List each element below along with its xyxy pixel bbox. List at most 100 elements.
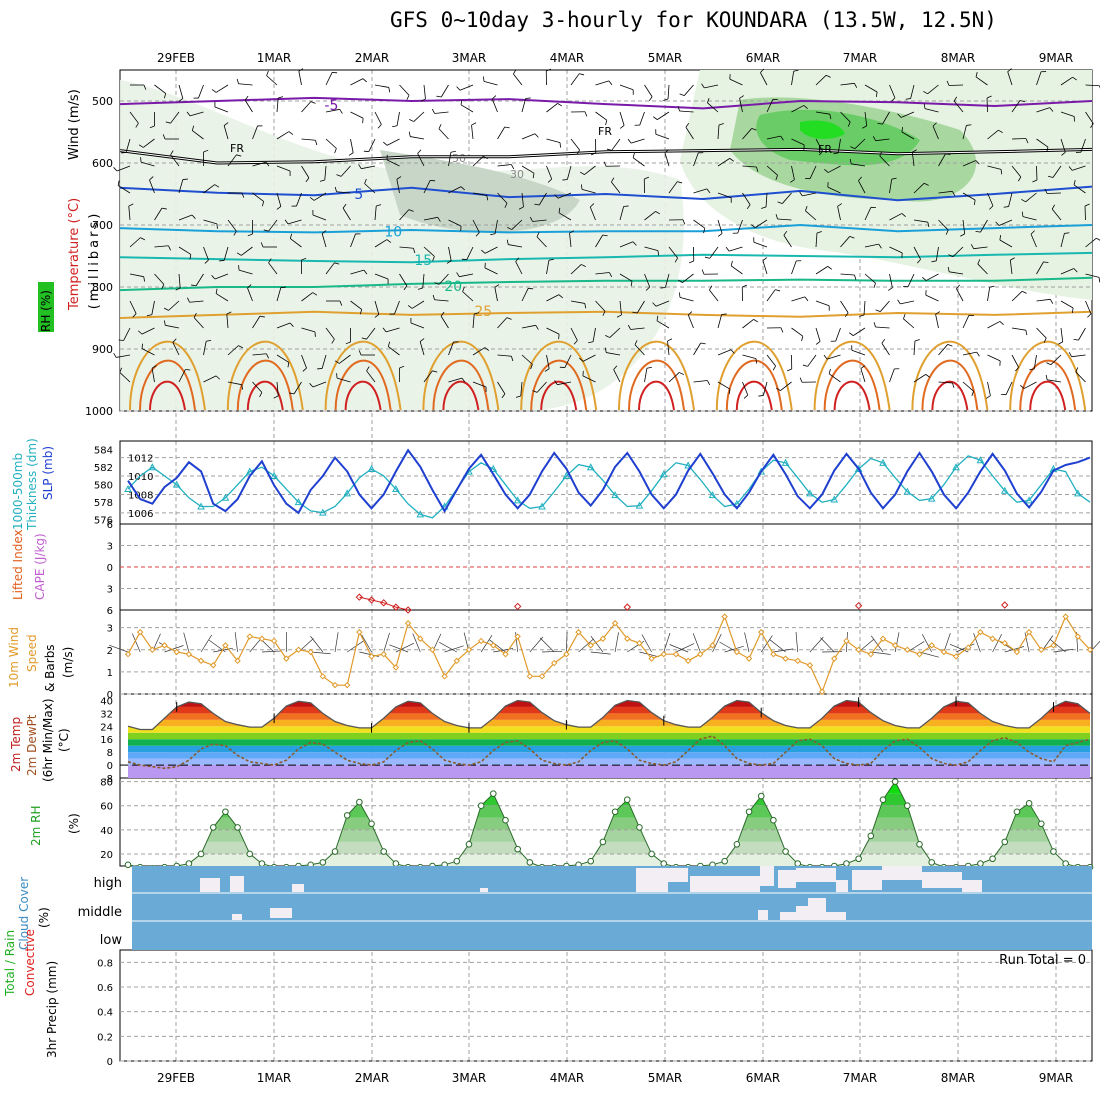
wind-barb xyxy=(1005,381,1013,395)
wind-barb-flag xyxy=(772,365,776,371)
wind-barb xyxy=(1022,216,1037,221)
wind-barb xyxy=(962,351,977,356)
wind-barb xyxy=(276,165,291,172)
wind-barb-flag xyxy=(881,338,886,344)
wind-barb-flag xyxy=(399,365,405,369)
wind-barb-flag xyxy=(605,120,608,126)
wind-barb-flag xyxy=(927,222,930,228)
wind-barb-flag xyxy=(215,288,218,294)
side-label-minmax: (6hr Min/Max) xyxy=(41,699,55,783)
wind-barb xyxy=(717,349,732,356)
wind-barb xyxy=(350,111,364,119)
wind-barb xyxy=(644,84,653,97)
wind-barb-flag xyxy=(494,284,500,288)
wind-barb xyxy=(1075,371,1086,383)
rh-marker xyxy=(1050,848,1057,855)
wind-barb xyxy=(889,273,893,288)
temperature-band xyxy=(128,706,1090,714)
cloud-level-label: high xyxy=(94,876,122,891)
wind-barb xyxy=(399,209,410,221)
wind-barb xyxy=(693,188,708,194)
wind-barb xyxy=(440,315,449,329)
wind-barb xyxy=(466,246,474,260)
wind-barb xyxy=(682,273,694,283)
wind-barb-flag xyxy=(729,158,735,162)
wind-barb-flag xyxy=(632,311,638,314)
wind-barb xyxy=(815,300,830,307)
wind-barb-flag xyxy=(602,311,606,316)
rh-marker xyxy=(587,857,595,865)
wind-barb-flag xyxy=(172,338,177,343)
wind-barb xyxy=(460,104,474,113)
wind-barb xyxy=(613,369,621,383)
wind-barb xyxy=(619,300,622,315)
wind-barb xyxy=(117,185,131,194)
side-label-rh-units: (%) xyxy=(67,813,81,834)
wind-barb xyxy=(742,165,757,168)
temperature-tick-label: 8 xyxy=(107,748,113,759)
wind-barb xyxy=(438,128,449,140)
wind-barb xyxy=(717,219,723,234)
wind-barb xyxy=(417,153,425,167)
wind-barb-flag xyxy=(756,166,759,172)
top-date-label: 29FEB xyxy=(157,51,195,65)
wind-barb-flag xyxy=(382,327,387,333)
wind-barb-flag xyxy=(1061,152,1066,156)
wind-barb-flag xyxy=(762,257,768,261)
wind-barb xyxy=(536,381,547,393)
side-label-precip: 3hr Precip (mm) xyxy=(45,961,59,1058)
wind-barb-flag xyxy=(859,314,865,317)
wind-speed-marker xyxy=(514,633,521,640)
top-date-label: 9MAR xyxy=(1039,51,1074,65)
thickness-marker xyxy=(1025,496,1033,504)
wind-barb-flag xyxy=(504,126,510,129)
surface-wind-barb xyxy=(809,636,824,653)
wind-barb-flag xyxy=(579,357,584,362)
surface-wind-barb xyxy=(744,632,750,653)
wind-barb-flag xyxy=(518,206,524,210)
wind-barb-flag xyxy=(932,122,937,127)
surface-wind-barb xyxy=(669,644,689,653)
wind-barb xyxy=(472,314,475,329)
rh-marker xyxy=(258,860,266,867)
wind-barb-flag xyxy=(746,204,751,210)
wind-barb xyxy=(782,192,792,204)
rh-marker xyxy=(526,859,534,866)
warm-contour xyxy=(725,359,783,411)
wind-barb xyxy=(301,292,313,302)
wind-barb-flag xyxy=(178,98,184,102)
wind-barb-flag xyxy=(573,340,578,345)
thickness-marker xyxy=(1000,486,1009,494)
wind-barb xyxy=(434,299,449,302)
rh-tick-label: 20 xyxy=(100,850,113,861)
bottom-date-label: 4MAR xyxy=(550,1071,585,1085)
wind-barb xyxy=(998,219,1013,226)
wind-barb xyxy=(364,183,376,194)
wind-speed-marker xyxy=(1074,633,1082,640)
surface-wind-barb xyxy=(614,632,619,653)
wind-barb-flag xyxy=(707,380,711,386)
wind-barb-flag xyxy=(140,237,146,241)
top-date-label: 2MAR xyxy=(355,51,390,65)
hot-contour xyxy=(344,380,382,411)
wind-speed-marker xyxy=(453,657,460,665)
cloud-middle-gap xyxy=(232,914,242,920)
wind-barb-flag xyxy=(268,258,272,264)
wind-barb xyxy=(962,160,977,167)
wind-barb-flag xyxy=(1003,206,1009,208)
wind-barb-flag xyxy=(827,266,833,270)
wind-barb xyxy=(566,165,572,180)
wind-barb xyxy=(837,206,841,221)
wind-barb xyxy=(962,192,976,201)
pressure-tick-label: 600 xyxy=(92,157,113,170)
wind-barb xyxy=(342,207,351,221)
wind-barb-flag xyxy=(844,312,849,318)
wind-barb-flag xyxy=(119,367,122,373)
wind-barb-flag xyxy=(432,256,435,262)
wind-barb xyxy=(521,192,524,207)
wind-barb-flag xyxy=(584,303,587,309)
wind-barb-flag xyxy=(420,98,426,102)
wind-barb xyxy=(742,128,752,140)
wind-barb xyxy=(434,111,449,114)
wind-barb xyxy=(472,192,487,196)
